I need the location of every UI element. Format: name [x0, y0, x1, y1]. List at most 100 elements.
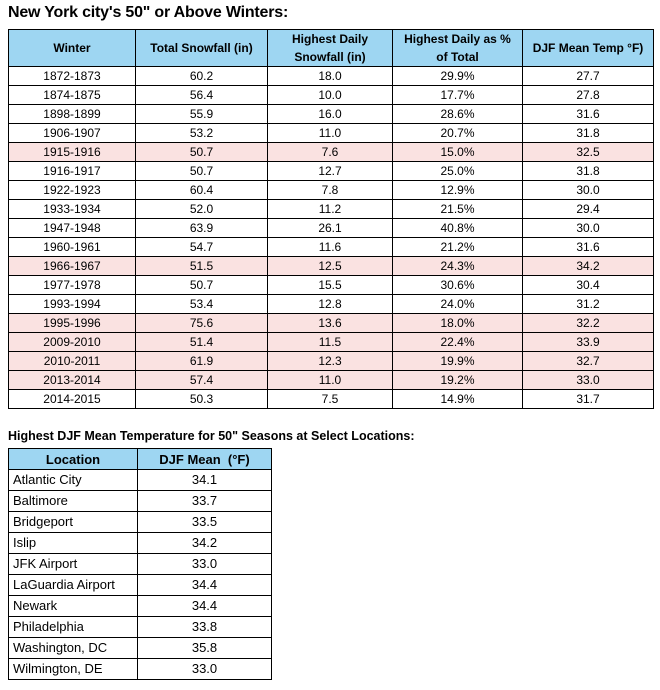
locations-table-body: Atlantic City 34.1 Baltimore 33.7 Bridgeport…: [8, 469, 272, 680]
table-cell: 31.8: [522, 161, 654, 181]
table-cell: 51.4: [135, 332, 268, 352]
table-cell: 50.7: [135, 142, 268, 162]
table-row: 2013-2014 57.4 11.0 19.2% 33.0: [8, 370, 654, 390]
table-row: Philadelphia 33.8: [8, 616, 272, 638]
table-cell: 33.8: [137, 616, 272, 638]
table-cell: 27.8: [522, 85, 654, 105]
table-cell: Atlantic City: [8, 469, 138, 491]
table-cell: 7.5: [267, 389, 393, 409]
table-row: Baltimore 33.7: [8, 490, 272, 512]
table-cell: 53.4: [135, 294, 268, 314]
table-cell: 1933-1934: [8, 199, 136, 219]
table-cell: 56.4: [135, 85, 268, 105]
table-cell: 50.7: [135, 161, 268, 181]
table-cell: 31.6: [522, 104, 654, 124]
table-cell: 33.0: [522, 370, 654, 390]
table-row: Washington, DC 35.8: [8, 637, 272, 659]
table-row: 1977-1978 50.7 15.5 30.6% 30.4: [8, 275, 654, 295]
table-row: 2009-2010 51.4 11.5 22.4% 33.9: [8, 332, 654, 352]
table-cell: 32.2: [522, 313, 654, 333]
table-cell: 21.2%: [392, 237, 523, 257]
table-cell: 1947-1948: [8, 218, 136, 238]
table-cell: 21.5%: [392, 199, 523, 219]
table-cell: 1898-1899: [8, 104, 136, 124]
table-cell: 33.0: [137, 658, 272, 680]
table-cell: 51.5: [135, 256, 268, 276]
table-row: 1906-1907 53.2 11.0 20.7% 31.8: [8, 123, 654, 143]
table-cell: JFK Airport: [8, 553, 138, 575]
table-cell: Islip: [8, 532, 138, 554]
table-cell: 1995-1996: [8, 313, 136, 333]
table-cell: 22.4%: [392, 332, 523, 352]
table-cell: 26.1: [267, 218, 393, 238]
table-row: 1960-1961 54.7 11.6 21.2% 31.6: [8, 237, 654, 257]
table-cell: 40.8%: [392, 218, 523, 238]
table-cell: 2009-2010: [8, 332, 136, 352]
table-row: 1947-1948 63.9 26.1 40.8% 30.0: [8, 218, 654, 238]
table-cell: 14.9%: [392, 389, 523, 409]
table-cell: 1874-1875: [8, 85, 136, 105]
table-cell: 60.2: [135, 66, 268, 86]
table-cell: 57.4: [135, 370, 268, 390]
table-row: 1916-1917 50.7 12.7 25.0% 31.8: [8, 161, 654, 181]
table-cell: LaGuardia Airport: [8, 574, 138, 596]
table-cell: 34.4: [137, 595, 272, 617]
table-row: 1993-1994 53.4 12.8 24.0% 31.2: [8, 294, 654, 314]
winters-table: Winter Total Snowfall (in) Highest Daily…: [8, 29, 654, 409]
table-cell: 11.0: [267, 370, 393, 390]
col-header-djf-mean: DJF Mean (°F): [137, 448, 272, 470]
table-cell: 2014-2015: [8, 389, 136, 409]
locations-table-title: Highest DJF Mean Temperature for 50" Sea…: [8, 429, 415, 443]
table-cell: 15.0%: [392, 142, 523, 162]
table-cell: 18.0%: [392, 313, 523, 333]
table-row: 2010-2011 61.9 12.3 19.9% 32.7: [8, 351, 654, 371]
table-cell: 50.7: [135, 275, 268, 295]
table-cell: 54.7: [135, 237, 268, 257]
table-cell: 35.8: [137, 637, 272, 659]
table-cell: 12.8: [267, 294, 393, 314]
table-cell: 13.6: [267, 313, 393, 333]
table-cell: 11.0: [267, 123, 393, 143]
page-title: New York city's 50" or Above Winters:: [8, 4, 289, 21]
table-cell: 1993-1994: [8, 294, 136, 314]
table-cell: 32.5: [522, 142, 654, 162]
table-cell: 7.6: [267, 142, 393, 162]
table-cell: 12.5: [267, 256, 393, 276]
table-cell: 29.9%: [392, 66, 523, 86]
winters-table-body: 1872-1873 60.2 18.0 29.9% 27.7 1874-1875 56.4 1…: [8, 66, 654, 409]
table-row: Wilmington, DE 33.0: [8, 658, 272, 680]
table-row: 1933-1934 52.0 11.2 21.5% 29.4: [8, 199, 654, 219]
col-header-highest-daily-pct: Highest Daily as % of Total: [392, 29, 523, 67]
table-row: 1922-1923 60.4 7.8 12.9% 30.0: [8, 180, 654, 200]
table-cell: 27.7: [522, 66, 654, 86]
table-cell: 12.3: [267, 351, 393, 371]
table-cell: 53.2: [135, 123, 268, 143]
table-cell: 1922-1923: [8, 180, 136, 200]
table-cell: 20.7%: [392, 123, 523, 143]
table-cell: 2013-2014: [8, 370, 136, 390]
table-cell: 1906-1907: [8, 123, 136, 143]
table-cell: 1872-1873: [8, 66, 136, 86]
col-header-location: Location: [8, 448, 138, 470]
table-cell: Baltimore: [8, 490, 138, 512]
table-cell: 25.0%: [392, 161, 523, 181]
locations-header-row: Location DJF Mean (°F): [8, 448, 272, 470]
table-row: Newark 34.4: [8, 595, 272, 617]
col-header-total-snowfall: Total Snowfall (in): [135, 29, 268, 67]
table-cell: 11.6: [267, 237, 393, 257]
table-cell: Bridgeport: [8, 511, 138, 533]
table-row: JFK Airport 33.0: [8, 553, 272, 575]
table-cell: 7.8: [267, 180, 393, 200]
locations-table: Location DJF Mean (°F) Atlantic City 34.1…: [8, 448, 272, 680]
table-cell: 19.9%: [392, 351, 523, 371]
table-cell: Wilmington, DE: [8, 658, 138, 680]
table-cell: 34.2: [522, 256, 654, 276]
table-cell: 31.6: [522, 237, 654, 257]
table-cell: 55.9: [135, 104, 268, 124]
table-row: 2014-2015 50.3 7.5 14.9% 31.7: [8, 389, 654, 409]
table-row: 1915-1916 50.7 7.6 15.0% 32.5: [8, 142, 654, 162]
winters-header-row: Winter Total Snowfall (in) Highest Daily…: [8, 29, 654, 67]
table-cell: 29.4: [522, 199, 654, 219]
table-cell: 31.7: [522, 389, 654, 409]
